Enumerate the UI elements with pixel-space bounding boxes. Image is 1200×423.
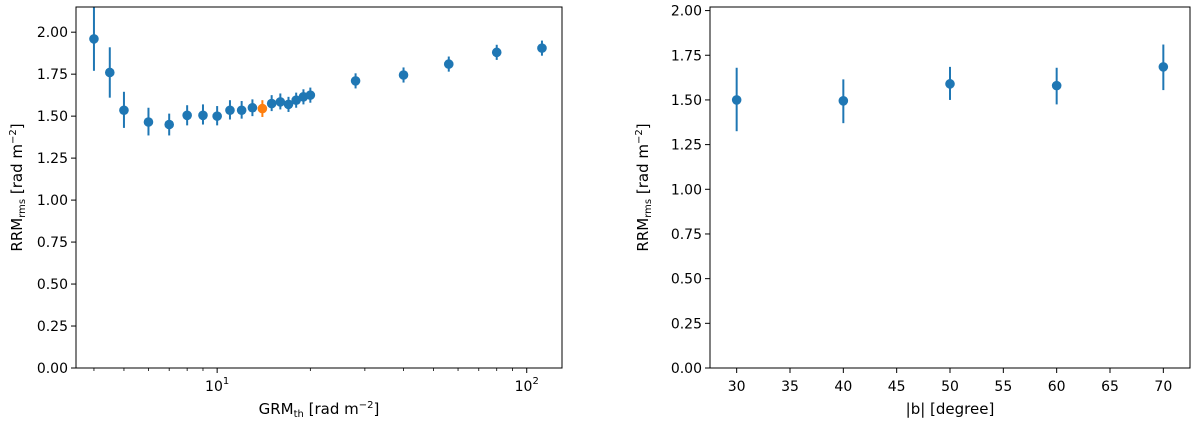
x-tick-label: 102 [515, 376, 539, 395]
y-tick-label: 0.00 [671, 361, 702, 377]
y-tick-label: 1.50 [37, 109, 68, 125]
y-axis-label-end: ] [634, 123, 652, 129]
plot-frame [75, 6, 563, 369]
chart-rrm-vs-latitude: 30 35 40 45 50 55 60 65 70 0.00 0.25 0.50 0.75 1.00 1.… [634, 4, 1191, 418]
y-axis-label-sub: rms [17, 199, 28, 218]
y-tick-label: 0.25 [37, 319, 68, 335]
data-point [491, 47, 502, 58]
y-tick-label: 1.25 [37, 151, 68, 167]
y-tick-label: 0.75 [671, 227, 702, 243]
data-point [143, 117, 154, 127]
data-point [266, 98, 277, 109]
x-tick-label: 65 [1101, 379, 1119, 395]
x-axis-label-sub: th [294, 409, 304, 419]
y-tick-label: 1.25 [671, 138, 702, 154]
data-point [537, 43, 547, 53]
y-axis-label-sup: −2 [634, 129, 645, 144]
data-point [164, 119, 174, 130]
x-tick-label: 30 [728, 379, 746, 395]
y-tick-label: 1.00 [671, 182, 702, 198]
x-tick-label: 101 [205, 376, 229, 395]
y-axis-label: RRMrms [rad m−2] [8, 123, 28, 251]
plot-frame [709, 6, 1191, 369]
y-tick-label: 2.00 [671, 4, 702, 20]
x-tick-label: 50 [941, 379, 959, 395]
data-point [1051, 80, 1062, 91]
y-tick-label: 1.75 [671, 48, 702, 64]
data-point [236, 105, 247, 116]
data-point [1158, 62, 1169, 72]
x-tick-base: 10 [515, 379, 533, 395]
data-point [182, 110, 192, 121]
y-tick-label: 0.25 [671, 316, 702, 332]
y-tick-label: 0.75 [37, 235, 68, 251]
y-tick-label: 0.50 [671, 272, 702, 288]
data-point-highlight [257, 103, 268, 114]
y-axis-label-rest: [rad m [634, 144, 652, 199]
y-axis-label-end: ] [8, 123, 26, 129]
y-axis-label-main: RRM [8, 218, 26, 252]
y-axis-label-sup: −2 [8, 129, 19, 144]
data-point [305, 90, 316, 100]
y-axis-label-rest: [rad m [8, 144, 26, 199]
y-tick-label: 0.50 [37, 277, 68, 293]
x-tick-label: 55 [994, 379, 1012, 395]
data-point [283, 99, 294, 110]
data-point [838, 96, 849, 106]
chart-rrm-vs-grm: 101 1020.000.250.500.751.001.251.501.752.… [8, 6, 563, 420]
x-tick-label: 40 [834, 379, 852, 395]
x-axis-label: |b| [degree] [906, 400, 995, 418]
x-tick-exp: 1 [223, 376, 229, 387]
data-point [731, 95, 742, 105]
x-axis-label-sup: −2 [359, 400, 374, 411]
x-axis-label-rest: [rad m [304, 400, 359, 418]
data-point [104, 67, 115, 78]
x-tick-label: 70 [1154, 379, 1172, 395]
data-point [119, 105, 129, 116]
y-tick-label: 0.00 [37, 361, 68, 377]
x-axis-label: GRMth [rad m−2] [259, 400, 380, 419]
data-point [89, 34, 99, 44]
data-point [225, 105, 235, 116]
data-point [275, 97, 286, 107]
x-axis-label-end: ] [374, 400, 380, 418]
data-point [291, 95, 301, 105]
x-tick-exp: 2 [532, 376, 538, 387]
data-point [247, 102, 258, 113]
x-tick-label: 60 [1048, 379, 1066, 395]
data-point [398, 70, 409, 80]
x-axis-label-main: GRM [259, 400, 294, 418]
x-tick-base: 10 [205, 379, 223, 395]
data-point [350, 76, 361, 86]
data-point [212, 111, 222, 121]
y-axis-label: RRMrms [rad m−2] [634, 123, 654, 251]
x-tick-label: 45 [888, 379, 906, 395]
data-point [443, 59, 454, 69]
data-point [198, 110, 208, 121]
y-tick-label: 1.75 [37, 67, 68, 83]
y-axis-label-main: RRM [634, 218, 652, 252]
y-tick-label: 2.00 [37, 25, 68, 41]
y-tick-label: 1.50 [671, 93, 702, 109]
x-axis-label-main: |b| [degree] [906, 400, 995, 418]
y-axis-label-sub: rms [643, 199, 654, 218]
y-tick-label: 1.00 [37, 193, 68, 209]
data-point [945, 79, 955, 89]
x-tick-label: 35 [781, 379, 799, 395]
